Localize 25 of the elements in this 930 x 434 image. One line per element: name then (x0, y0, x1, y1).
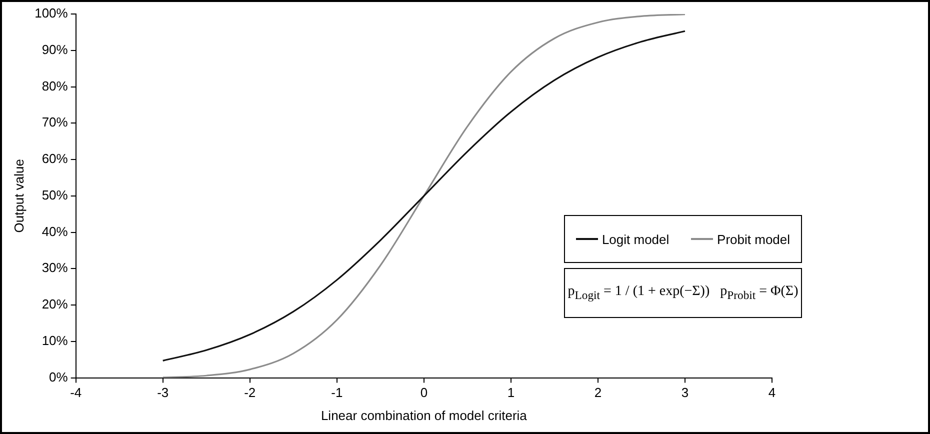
y-tick-label: 30% (42, 260, 68, 276)
y-tick-label: 50% (42, 187, 68, 202)
x-tick-label: 4 (768, 385, 776, 400)
x-tick-label: -1 (331, 385, 343, 400)
y-tick-label: 0% (49, 369, 68, 384)
legend-label: Logit model (602, 232, 670, 246)
y-axis-title: Output value (11, 159, 26, 233)
y-tick-label: 60% (42, 151, 68, 166)
y-tick-label: 10% (42, 333, 68, 348)
x-tick-label: 0 (420, 385, 428, 400)
y-tick-label: 100% (34, 6, 68, 21)
y-tick-label: 70% (42, 114, 68, 130)
x-tick-label: -4 (70, 385, 82, 400)
x-tick-label: 3 (681, 385, 689, 400)
y-tick-label: 20% (42, 296, 68, 312)
y-tick-label: 90% (42, 42, 68, 57)
annotation: p$_{Logit}$ = 1 / (1 + exp(−Σ)) p$_{Probit}$ = Φ(Σ) (568, 284, 798, 302)
y-tick-label: 40% (42, 224, 68, 239)
legend-label: Probit model (717, 232, 790, 246)
x-tick-label: -3 (157, 385, 169, 400)
x-tick-label: 2 (594, 385, 602, 400)
x-axis-title: Linear combination of model criteria (320, 408, 528, 423)
x-tick-label: 1 (507, 385, 515, 400)
y-tick-label: 80% (42, 78, 68, 94)
x-tick-label: -2 (244, 385, 256, 400)
